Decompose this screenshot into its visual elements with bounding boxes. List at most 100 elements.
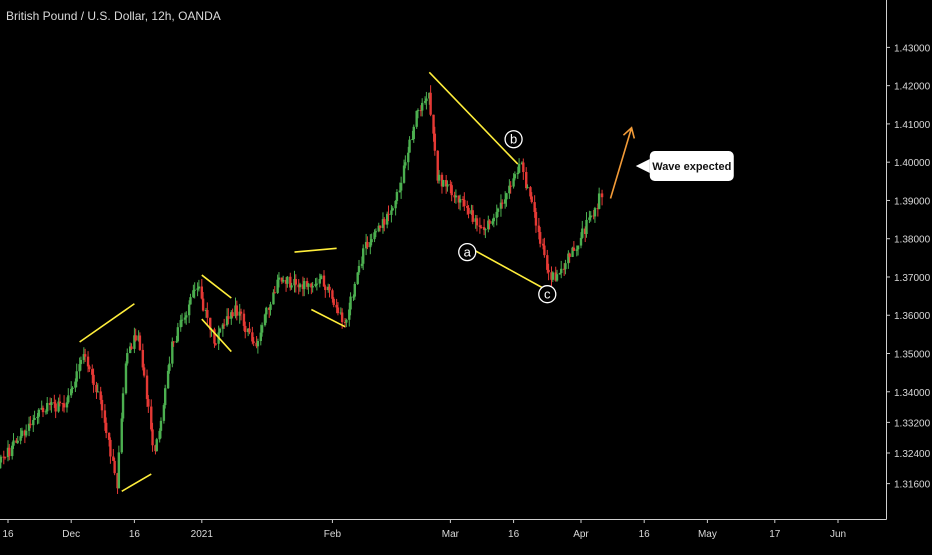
candle-body <box>82 354 86 360</box>
candle-83 <box>159 417 163 439</box>
candle-body <box>360 263 364 266</box>
candle-95 <box>185 311 188 325</box>
candle-239 <box>488 219 491 230</box>
forecast-arrow[interactable] <box>609 126 636 199</box>
candle-208 <box>423 96 427 105</box>
candle-84 <box>162 403 166 424</box>
candle-body <box>54 403 57 412</box>
pattern-line-7[interactable] <box>466 245 548 292</box>
candle-167 <box>336 302 340 316</box>
candle-9 <box>3 456 7 460</box>
candle-286 <box>588 210 591 224</box>
price-tick-label-10: 1.33200 <box>894 418 931 429</box>
candle-280 <box>575 245 578 257</box>
candle-body <box>150 406 153 430</box>
candle-body <box>71 387 74 390</box>
candle-body <box>567 253 570 264</box>
candle-body <box>248 328 251 333</box>
candle-body <box>525 172 528 189</box>
pattern-line-1[interactable] <box>121 473 152 492</box>
candle-body <box>269 304 272 310</box>
candle-249 <box>509 181 512 194</box>
candle-270 <box>554 266 557 282</box>
candle-body <box>446 184 449 187</box>
pattern-line-5[interactable] <box>310 308 346 328</box>
candle-82 <box>158 428 161 443</box>
candle-40 <box>69 381 73 398</box>
callout-pointer <box>635 159 650 174</box>
candle-223 <box>454 189 458 204</box>
candle-52 <box>95 381 98 399</box>
candle-181 <box>366 236 369 250</box>
candle-99 <box>193 282 196 299</box>
candle-body <box>450 185 453 196</box>
candle-body <box>214 343 217 345</box>
candle-body <box>238 311 241 316</box>
price-tick-label-2: 1.41000 <box>894 120 931 131</box>
pattern-line-2[interactable] <box>201 274 232 299</box>
candle-94 <box>183 312 187 324</box>
price-tick-label-9: 1.34000 <box>894 388 931 399</box>
candle-258 <box>529 186 532 200</box>
candle-body <box>192 290 195 298</box>
candle-body <box>314 284 317 287</box>
pattern-line-3[interactable] <box>201 318 232 353</box>
candle-body <box>437 174 441 181</box>
candle-79 <box>151 422 154 452</box>
candle-10 <box>6 440 10 462</box>
candle-body <box>196 288 199 290</box>
candle-body <box>600 193 604 198</box>
candle-body <box>593 208 597 217</box>
candle-112 <box>221 323 225 337</box>
candle-body <box>568 253 571 257</box>
candle-body <box>390 210 393 215</box>
candle-body <box>206 310 209 318</box>
candle-153 <box>307 283 310 295</box>
price-axis[interactable]: 1.43000 1.42000 1.41000 1.40000 1.39000 1.380… <box>886 0 931 520</box>
time-tick-label-6: 16 <box>508 529 520 540</box>
candle-body <box>495 211 498 218</box>
candle-136 <box>272 289 275 305</box>
candle-246 <box>503 191 507 209</box>
candle-body <box>86 356 90 367</box>
candle-146 <box>293 270 296 293</box>
wave-label-c[interactable]: c <box>538 285 557 304</box>
wave-label-b[interactable]: b <box>504 130 523 149</box>
candle-58 <box>107 432 111 447</box>
candle-144 <box>289 272 292 291</box>
candle-209 <box>425 91 428 110</box>
candle-89 <box>172 341 175 347</box>
candle-238 <box>487 215 490 233</box>
wave-label-a[interactable]: a <box>458 242 477 262</box>
candle-172 <box>348 302 351 327</box>
candle-47 <box>83 348 87 362</box>
candle-body <box>349 296 352 310</box>
candle-body <box>12 440 15 446</box>
candle-body <box>235 305 239 316</box>
candle-body <box>117 452 121 489</box>
candle-26 <box>40 400 43 410</box>
candle-body <box>581 228 584 238</box>
candle-body <box>105 422 108 433</box>
candle-263 <box>538 226 542 248</box>
candle-173 <box>349 292 352 316</box>
candle-body <box>134 335 137 341</box>
candle-body <box>251 332 254 342</box>
candle-body <box>585 219 588 235</box>
candle-193 <box>391 206 394 211</box>
candle-body <box>3 456 7 458</box>
pattern-line-4[interactable] <box>294 247 337 253</box>
callout[interactable]: Wave expected <box>635 151 734 182</box>
candle-body <box>151 429 154 446</box>
candle-body <box>67 395 70 403</box>
pattern-line-6[interactable] <box>428 71 519 165</box>
candle-body <box>537 225 541 233</box>
candle-269 <box>551 271 555 283</box>
pattern-line-0[interactable] <box>79 303 135 343</box>
candle-body <box>41 407 45 413</box>
candle-body <box>163 388 167 406</box>
time-axis[interactable]: 16 Dec 16 2021 Feb Mar 16 Apr 16 May 17 Jun <box>0 519 887 540</box>
price-tick-label-11: 1.32400 <box>894 449 931 460</box>
candle-77 <box>147 394 150 413</box>
